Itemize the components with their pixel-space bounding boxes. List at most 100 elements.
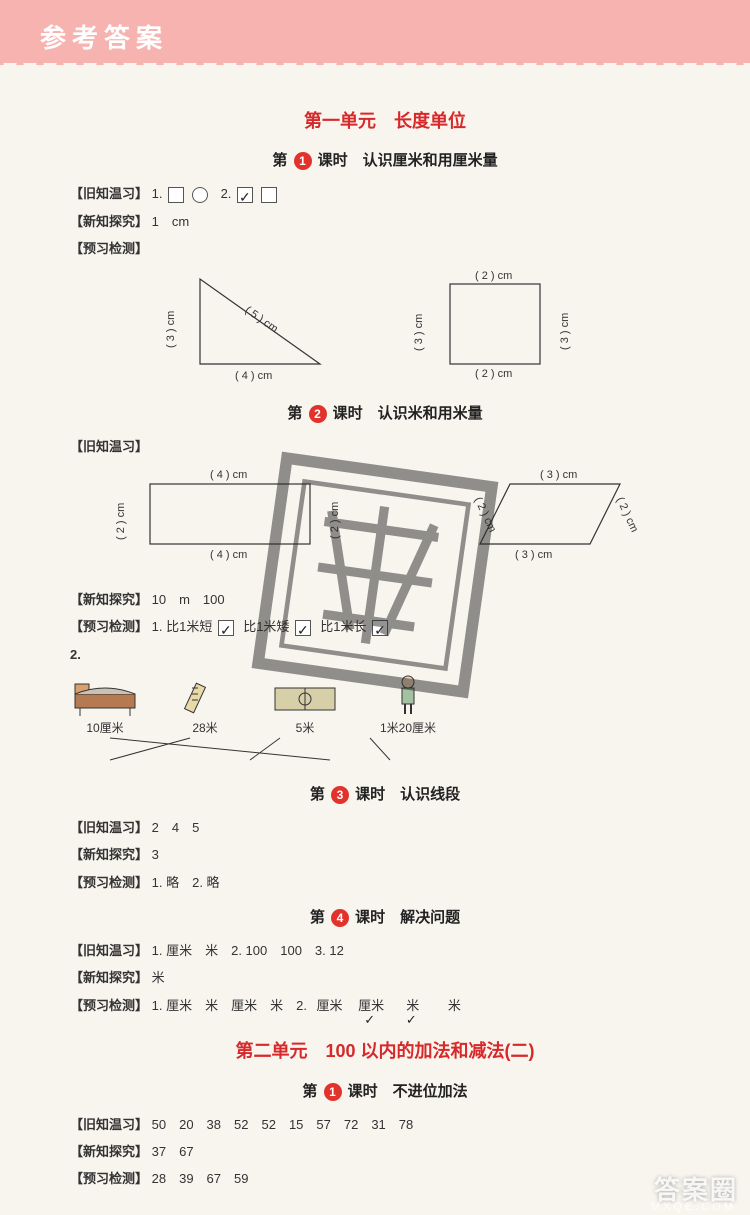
header-band: 参考答案 bbox=[0, 0, 750, 65]
unit-opt: 米 bbox=[435, 994, 473, 1017]
pre-label: 【预习检测】 bbox=[70, 241, 148, 256]
lesson-badge: 1 bbox=[294, 152, 312, 170]
unit-opt: 厘米 bbox=[311, 994, 349, 1017]
triangle-svg: ( 3 ) cm ( 4 ) cm ( 5 ) cm bbox=[180, 269, 340, 379]
dim-bottom: ( 2 ) cm bbox=[475, 368, 512, 380]
u2-lesson1-title: 第 1 课时 不进位加法 bbox=[70, 1078, 700, 1105]
l3-pre: 【预习检测】 1. 略 2. 略 bbox=[70, 871, 700, 894]
rect-shape: ( 2 ) cm ( 3 ) cm ( 2 ) cm ( 3 ) cm bbox=[420, 269, 590, 386]
lesson1-title: 第 1 课时 认识厘米和用厘米量 bbox=[70, 147, 700, 174]
dim: ( 2 ) cm bbox=[329, 502, 341, 539]
illus-child: 1米20厘米 bbox=[380, 672, 436, 740]
matching-arrows bbox=[80, 738, 460, 764]
lesson-prefix: 第 bbox=[272, 152, 287, 169]
child-icon bbox=[388, 672, 428, 716]
label: 1米20厘米 bbox=[380, 718, 436, 740]
page: 参考答案 第一单元 长度单位 第 1 课时 认识厘米和用厘米量 【旧知温习】 1… bbox=[0, 0, 750, 1215]
l1-shapes: ( 3 ) cm ( 4 ) cm ( 5 ) cm ( 2 ) cm ( 3 … bbox=[70, 269, 700, 386]
dim-c: ( 5 ) cm bbox=[243, 304, 280, 335]
pre-label: 【预习检测】 bbox=[70, 875, 148, 890]
l4-pre: 【预习检测】 1. 厘米 米 厘米 米 2. 厘米 厘米 ✓ 米 ✓ 米 bbox=[70, 994, 700, 1017]
l3-new: 【新知探究】 3 bbox=[70, 843, 700, 866]
u2l1-pre: 【预习检测】 28 39 67 59 bbox=[70, 1167, 700, 1190]
checkbox-checked-icon bbox=[218, 620, 234, 636]
u2l1-new: 【新知探究】 37 67 bbox=[70, 1140, 700, 1163]
text: 10 m 100 bbox=[152, 592, 225, 607]
old-label: 【旧知温习】 bbox=[70, 439, 148, 454]
text: 米 bbox=[152, 970, 165, 985]
dim-b: ( 4 ) cm bbox=[235, 370, 272, 382]
text: 比1米矮 bbox=[243, 619, 289, 634]
new-label: 【新知探究】 bbox=[70, 970, 148, 985]
l2-new: 【新知探究】 10 m 100 bbox=[70, 588, 700, 611]
lesson-badge: 1 bbox=[324, 1083, 342, 1101]
illus-ruler: 28米 bbox=[180, 676, 230, 740]
dim: ( 2 ) cm bbox=[115, 503, 127, 540]
circle-icon bbox=[192, 187, 208, 203]
lesson3-title: 第 3 课时 认识线段 bbox=[70, 781, 700, 808]
text: 2 4 5 bbox=[152, 820, 200, 835]
content: 第一单元 长度单位 第 1 课时 认识厘米和用厘米量 【旧知温习】 1. 2. … bbox=[0, 65, 750, 1215]
lesson-badge: 2 bbox=[309, 405, 327, 423]
illus-row: 10厘米 28米 5米 bbox=[70, 672, 700, 740]
header-title: 参考答案 bbox=[40, 23, 168, 53]
unit-opt: 厘米 ✓ bbox=[352, 994, 390, 1017]
l2-q2: 2. bbox=[70, 643, 700, 666]
dim: ( 4 ) cm bbox=[210, 469, 247, 481]
pre-label: 【预习检测】 bbox=[70, 1171, 148, 1186]
unit2-title: 第二单元 100 以内的加法和减法(二) bbox=[70, 1035, 700, 1067]
u2l1-old: 【旧知温习】 50 20 38 52 52 15 57 72 31 78 bbox=[70, 1113, 700, 1136]
l1-old: 【旧知温习】 1. 2. bbox=[70, 182, 700, 205]
lesson-badge: 3 bbox=[331, 786, 349, 804]
label: 5米 bbox=[270, 718, 340, 740]
square-icon bbox=[261, 187, 277, 203]
lesson-prefix: 第 bbox=[287, 405, 302, 422]
dim: ( 3 ) cm bbox=[540, 469, 577, 481]
text: 1. bbox=[152, 186, 163, 201]
l4-old: 【旧知温习】 1. 厘米 米 2. 100 100 3. 12 bbox=[70, 939, 700, 962]
label: 28米 bbox=[180, 718, 230, 740]
l4-new: 【新知探究】 米 bbox=[70, 966, 700, 989]
text: 1. 厘米 米 厘米 米 2. bbox=[152, 998, 307, 1013]
dim-a: ( 3 ) cm bbox=[165, 310, 177, 347]
tick-icon: ✓ bbox=[364, 1008, 375, 1031]
text: 1. 厘米 米 2. 100 100 3. 12 bbox=[152, 943, 344, 958]
text: 1 cm bbox=[152, 214, 190, 229]
para-shape: ( 3 ) cm ( 2 ) cm ( 2 ) cm ( 3 ) cm bbox=[460, 466, 650, 573]
lesson2-title: 第 2 课时 认识米和用米量 bbox=[70, 400, 700, 427]
lesson-prefix: 第 bbox=[302, 1083, 317, 1100]
tick-icon: ✓ bbox=[406, 1008, 417, 1031]
rect2-svg: ( 4 ) cm ( 2 ) cm ( 2 ) cm ( 4 ) cm bbox=[120, 466, 340, 566]
lesson-suffix: 课时 认识厘米和用厘米量 bbox=[318, 152, 498, 169]
new-label: 【新知探究】 bbox=[70, 847, 148, 862]
unit-opt: 米 ✓ bbox=[394, 994, 432, 1017]
illus-bed: 10厘米 bbox=[70, 676, 140, 740]
text: 比1米长 bbox=[320, 619, 366, 634]
lesson-suffix: 课时 认识线段 bbox=[355, 786, 460, 803]
watermark-sub: MXQE.COM bbox=[651, 1201, 736, 1213]
old-label: 【旧知温习】 bbox=[70, 943, 148, 958]
rect-svg: ( 2 ) cm ( 3 ) cm ( 2 ) cm ( 3 ) cm bbox=[420, 269, 590, 379]
lesson-suffix: 课时 不进位加法 bbox=[348, 1083, 468, 1100]
l2-old: 【旧知温习】 bbox=[70, 435, 700, 458]
text: 50 20 38 52 52 15 57 72 31 78 bbox=[152, 1117, 414, 1132]
lesson4-title: 第 4 课时 解决问题 bbox=[70, 904, 700, 931]
text: 1. 略 2. 略 bbox=[152, 875, 220, 890]
text: 28 39 67 59 bbox=[152, 1171, 249, 1186]
new-label: 【新知探究】 bbox=[70, 214, 148, 229]
q2: 2. bbox=[70, 647, 81, 662]
text: 37 67 bbox=[152, 1144, 194, 1159]
new-label: 【新知探究】 bbox=[70, 592, 148, 607]
court-icon bbox=[270, 676, 340, 716]
l1-pre: 【预习检测】 bbox=[70, 237, 700, 260]
old-label: 【旧知温习】 bbox=[70, 1117, 148, 1132]
lesson-suffix: 课时 认识米和用米量 bbox=[333, 405, 483, 422]
checkbox-checked-icon bbox=[295, 620, 311, 636]
unit1-title: 第一单元 长度单位 bbox=[70, 105, 700, 137]
checkbox-checked-icon bbox=[237, 187, 253, 203]
new-label: 【新知探究】 bbox=[70, 1144, 148, 1159]
lesson-prefix: 第 bbox=[310, 786, 325, 803]
triangle-shape: ( 3 ) cm ( 4 ) cm ( 5 ) cm bbox=[180, 269, 340, 386]
text: 1. 比1米短 bbox=[152, 619, 213, 634]
rect2-shape: ( 4 ) cm ( 2 ) cm ( 2 ) cm ( 4 ) cm bbox=[120, 466, 340, 573]
